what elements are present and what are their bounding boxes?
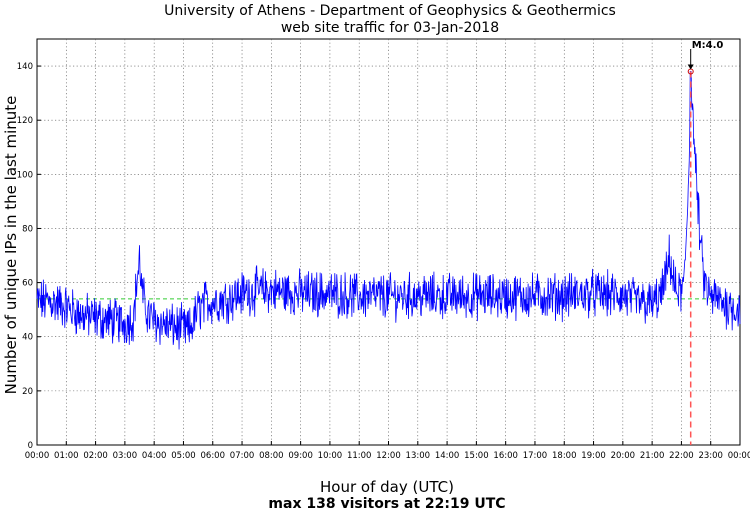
y-tick-label: 0 [28, 441, 33, 451]
x-tick-label: 04:00 [142, 451, 167, 461]
x-tick-label: 18:00 [552, 451, 577, 461]
x-tick-label: 13:00 [406, 451, 431, 461]
x-tick-label: 09:00 [288, 451, 313, 461]
x-tick-label: 10:00 [318, 451, 343, 461]
x-tick-label: 16:00 [493, 451, 518, 461]
max-visitors-footer: max 138 visitors at 22:19 UTC [268, 496, 505, 511]
x-axis-label: Hour of day (UTC) [320, 478, 454, 496]
x-tick-label: 02:00 [83, 451, 108, 461]
x-tick-label: 23:00 [698, 451, 723, 461]
x-tick-label: 17:00 [523, 451, 548, 461]
x-tick-label: 21:00 [640, 451, 665, 461]
y-tick-label: 60 [22, 279, 33, 289]
plot-frame [36, 38, 741, 446]
y-tick-label: 40 [22, 333, 33, 343]
y-tick-label: 20 [22, 387, 33, 397]
y-tick-label: 80 [22, 224, 33, 234]
x-tick-label: 22:00 [669, 451, 694, 461]
x-tick-label: 00:00 [728, 451, 750, 461]
traffic-series-line [36, 71, 741, 350]
x-tick-label: 07:00 [230, 451, 255, 461]
chart-subtitle: web site traffic for 03-Jan-2018 [281, 20, 499, 36]
y-tick-label: 120 [17, 116, 33, 126]
x-tick-label: 20:00 [611, 451, 636, 461]
chart-title: University of Athens - Department of Geo… [164, 3, 616, 19]
y-tick-label: 100 [17, 170, 33, 180]
x-tick-label: 14:00 [435, 451, 460, 461]
x-tick-label: 03:00 [113, 451, 138, 461]
event-label: M:4.0 [692, 40, 724, 51]
x-tick-label: 11:00 [347, 451, 372, 461]
plot-area: 00:00 01:00 02:00 03:00 04:00 05:00 06:00 07:00… [17, 38, 750, 461]
y-axis-label: Number of unique IPs in the last minute [2, 96, 20, 395]
x-tick-label: 06:00 [201, 451, 226, 461]
x-tick-label: 00:00 [25, 451, 50, 461]
x-tick-label: 12:00 [376, 451, 401, 461]
x-tick-label: 15:00 [464, 451, 489, 461]
x-tick-label: 05:00 [171, 451, 196, 461]
x-tick-label: 19:00 [581, 451, 606, 461]
y-tick-label: 140 [17, 62, 33, 72]
x-tick-label: 08:00 [259, 451, 284, 461]
event-arrow-head [687, 64, 694, 70]
x-tick-label: 01:00 [54, 451, 79, 461]
